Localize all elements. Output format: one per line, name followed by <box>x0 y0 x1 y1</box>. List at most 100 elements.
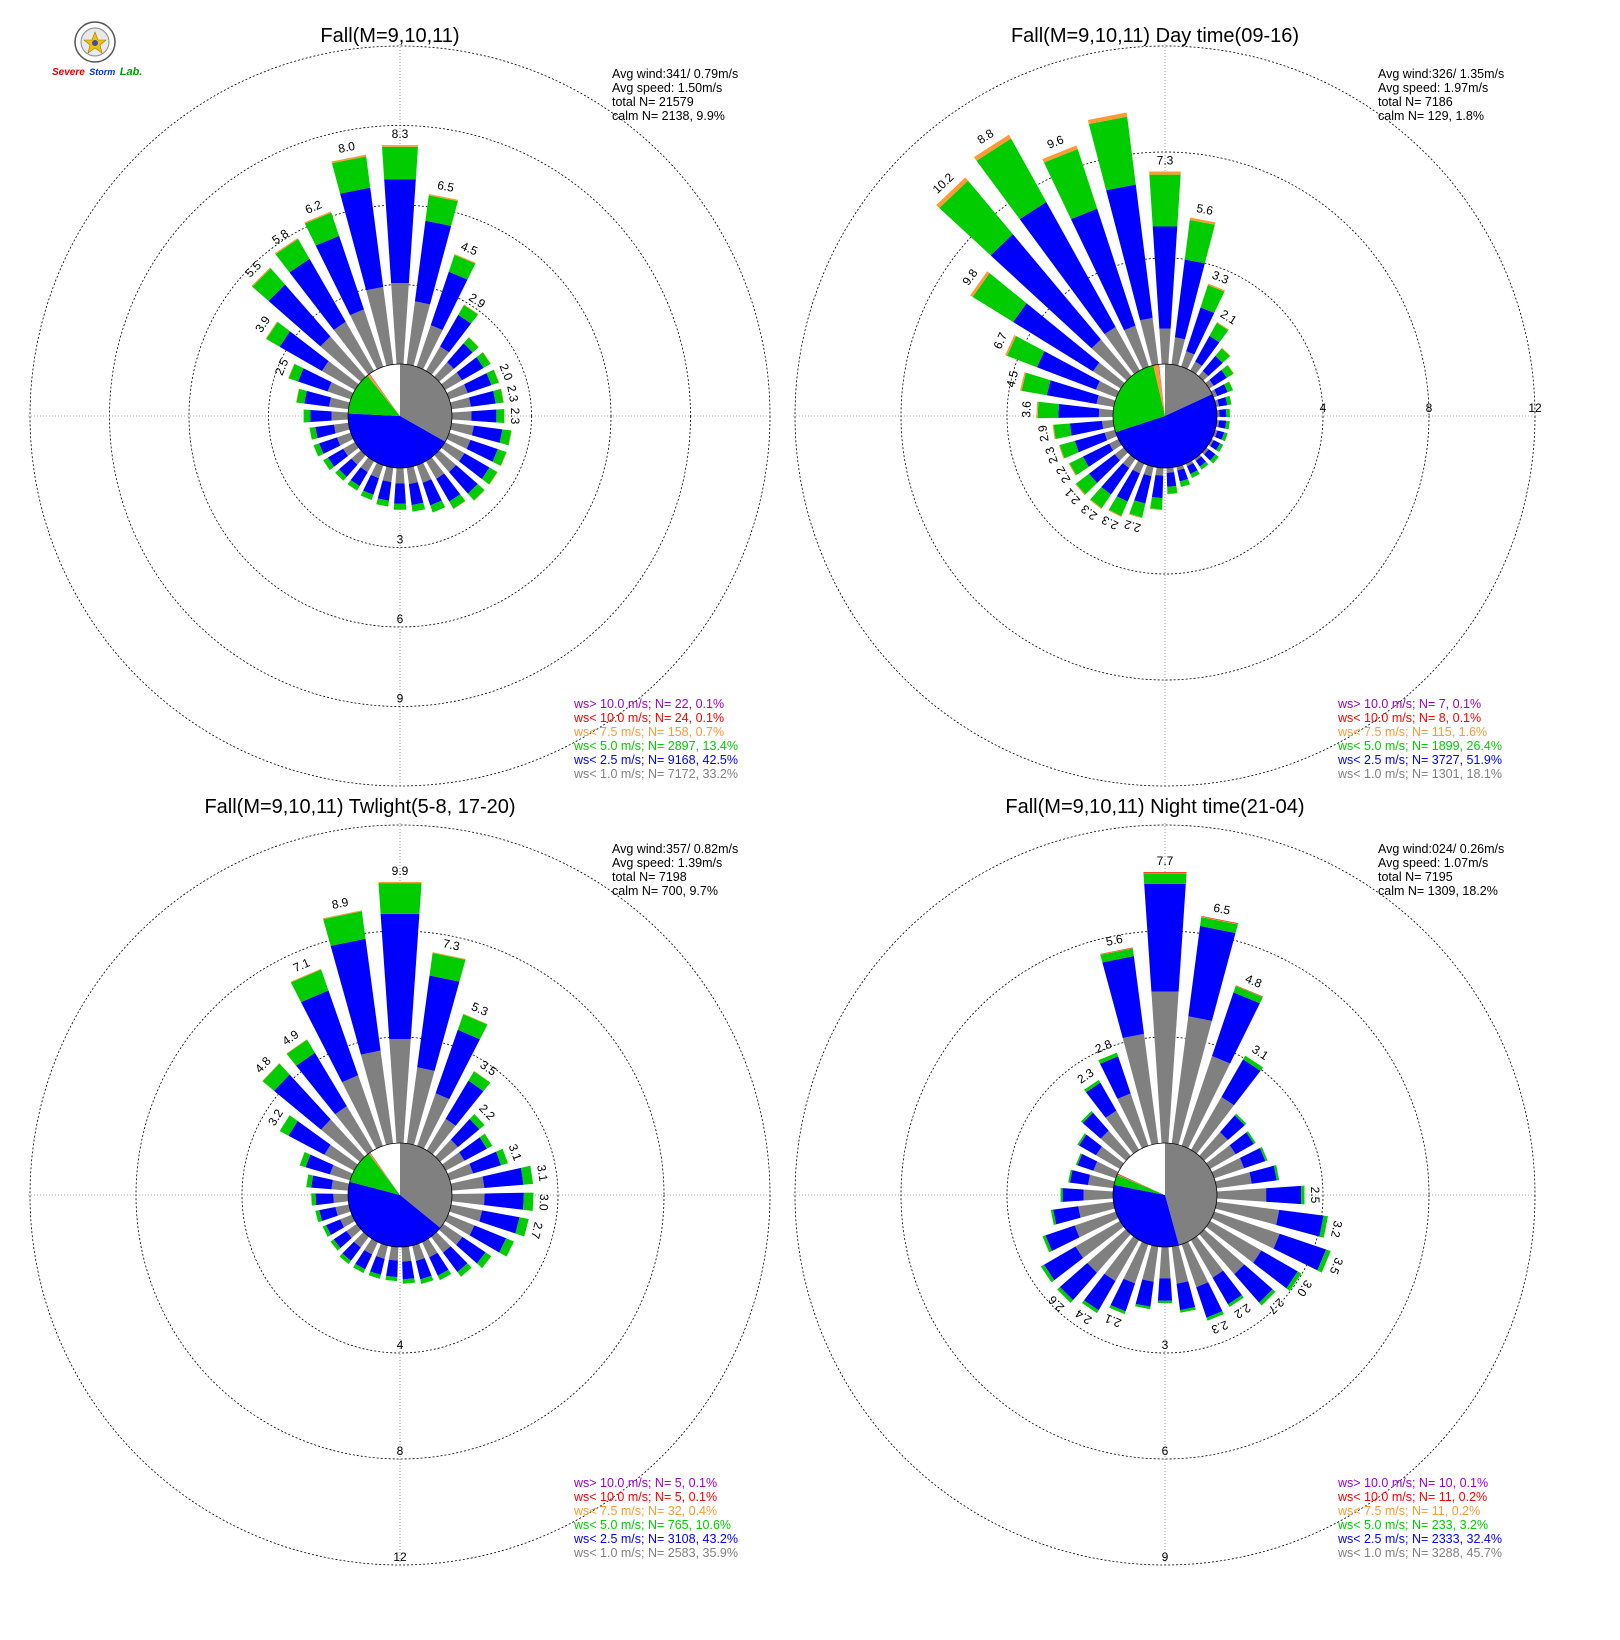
inner-pie-slice <box>1115 394 1217 468</box>
bar-total-label: 2.2 <box>1053 464 1074 486</box>
wind-bar-segment <box>304 211 332 224</box>
bar-total-label: 2.3 <box>1075 1065 1097 1086</box>
wind-bar-segment <box>347 480 360 491</box>
wind-bar-segment <box>1205 379 1214 389</box>
wind-bar-segment <box>1202 355 1223 377</box>
wind-bar-segment <box>1194 454 1202 461</box>
wind-bar-segment <box>368 1271 381 1279</box>
inner-pie-slice <box>347 1181 441 1248</box>
wind-bar-segment <box>1207 283 1226 292</box>
wind-bar-segment <box>451 411 472 421</box>
wind-bar-segment <box>290 969 329 1003</box>
wind-bar-segment <box>1105 1110 1140 1154</box>
wind-bar-segment <box>339 458 358 477</box>
wind-bar-segment <box>333 1193 349 1203</box>
wind-bar-segment <box>1215 1172 1252 1189</box>
wind-bar-segment <box>1043 148 1098 220</box>
wind-bar-segment <box>1180 1307 1196 1313</box>
wind-bar-segment <box>342 1241 361 1261</box>
wind-bar-segment <box>1234 1113 1247 1126</box>
wind-bar-segment <box>1037 401 1059 419</box>
wind-bar-segment <box>389 1039 411 1144</box>
wind-bar-segment <box>417 975 460 1071</box>
wind-bar-segment <box>414 220 452 305</box>
wind-bar-segment <box>1215 348 1231 363</box>
wind-bar-segment <box>1210 389 1218 398</box>
lab-seal-icon <box>74 21 116 63</box>
legend-entry: ws< 5.0 m/s; N= 2897, 13.4% <box>573 739 738 753</box>
wind-bar-segment <box>286 1039 315 1066</box>
chart-title: Fall(M=9,10,11) Twlight(5-8, 17-20) <box>204 796 515 818</box>
wind-bar-segment <box>1259 1289 1276 1306</box>
ring-label: 6 <box>397 612 404 626</box>
wind-bar-segment <box>1157 1278 1173 1301</box>
bar-total-label: 4.8 <box>1243 972 1264 991</box>
wind-bar-segment <box>447 1163 474 1181</box>
wind-bar-segment <box>431 1232 451 1253</box>
wind-bar-segment <box>459 453 490 479</box>
wind-bar-segment <box>296 1052 347 1115</box>
legend-entry: ws< 5.0 m/s; N= 1899, 26.4% <box>1337 739 1502 753</box>
wind-bar-segment <box>342 1075 383 1149</box>
wind-bar-segment <box>299 1151 311 1168</box>
wind-bar-segment <box>425 457 445 479</box>
bar-total-label: 3.0 <box>536 1194 551 1212</box>
stats-avg-wind: Avg wind:357/ 0.82m/s <box>612 842 738 856</box>
wind-bar-segment <box>1108 496 1128 517</box>
wind-bar-segment <box>335 469 347 481</box>
wind-bar-segment <box>1301 1185 1305 1205</box>
wind-bar-segment <box>1166 467 1175 473</box>
wind-bar-segment <box>1077 1133 1087 1146</box>
wind-bar-segment <box>481 467 498 485</box>
ring-label: 12 <box>393 1550 407 1564</box>
wind-rose-panel-2: 4 8 127.35.63.32.12.22.32.32.12.22.32.93.6… <box>793 25 1542 788</box>
wind-bar-segment <box>1215 430 1225 440</box>
wind-bar-segment <box>331 1179 350 1191</box>
wind-bar-segment <box>1225 395 1232 406</box>
wind-bar-segment <box>1068 1169 1073 1183</box>
wind-bar-segment <box>1053 423 1072 440</box>
wind-bar-segment <box>1134 474 1152 504</box>
wind-bar-segment <box>1005 335 1017 356</box>
wind-bar-segment <box>456 1236 486 1264</box>
wind-bar-segment <box>1104 1236 1140 1282</box>
wind-bar-segment <box>382 146 418 180</box>
stats-total: total N= 21579 <box>612 95 694 109</box>
wind-bar-segment <box>450 1119 480 1148</box>
wind-bar-segment <box>274 238 299 255</box>
wind-bar-segment <box>420 1275 434 1284</box>
severe-storm-lab-logo: Severe Storm Lab. <box>50 20 150 90</box>
bar-total-label: 2.2 <box>1231 1301 1253 1322</box>
bar-total-label: 6.5 <box>436 178 455 195</box>
bar-total-label: 4.5 <box>459 239 480 258</box>
bar-total-label: 2.5 <box>1308 1187 1322 1204</box>
wind-bar-segment <box>376 498 389 507</box>
wind-bar-segment <box>1082 443 1114 467</box>
wind-bar-segment <box>1166 472 1177 487</box>
ring-label: 3 <box>397 533 404 547</box>
wind-bar-segment <box>416 462 432 483</box>
wind-bar-segment <box>1108 509 1122 517</box>
wind-bar-segment <box>482 352 491 364</box>
wind-bar-segment <box>262 1063 280 1082</box>
wind-bar-segment <box>1089 499 1102 510</box>
wind-bar-segment <box>1019 372 1026 391</box>
bar-total-label: 9.8 <box>959 266 980 288</box>
wind-bar-segment <box>1184 219 1215 264</box>
wind-bar-segment <box>508 430 512 446</box>
wind-bar-segment <box>1167 493 1178 495</box>
wind-bar-segment <box>1058 444 1065 459</box>
wind-bar-segment <box>463 1013 488 1025</box>
wind-bar-segment <box>1075 1153 1083 1166</box>
wind-bar-segment <box>340 1214 356 1228</box>
wind-bar-segment <box>476 1252 492 1269</box>
wind-bar-segment <box>1210 440 1221 451</box>
bar-total-label: 7.7 <box>1157 854 1174 868</box>
inner-pie-outline <box>1112 1142 1218 1248</box>
wind-bar-segment <box>343 441 359 457</box>
wind-bar-segment <box>1212 1270 1242 1305</box>
wind-bar-segment <box>1227 1295 1244 1308</box>
wind-bar-segment <box>1150 497 1163 510</box>
wind-bar-segment <box>353 1232 369 1248</box>
inner-pie-slice <box>1158 364 1165 416</box>
